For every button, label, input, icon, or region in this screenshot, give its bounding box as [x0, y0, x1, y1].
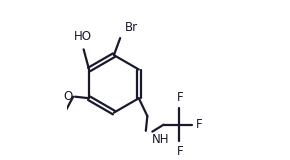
Text: F: F	[177, 92, 183, 104]
Text: HO: HO	[74, 30, 92, 43]
Text: NH: NH	[152, 133, 169, 146]
Text: F: F	[195, 118, 202, 131]
Text: F: F	[177, 145, 183, 158]
Text: O: O	[64, 90, 73, 103]
Text: Br: Br	[125, 21, 138, 34]
